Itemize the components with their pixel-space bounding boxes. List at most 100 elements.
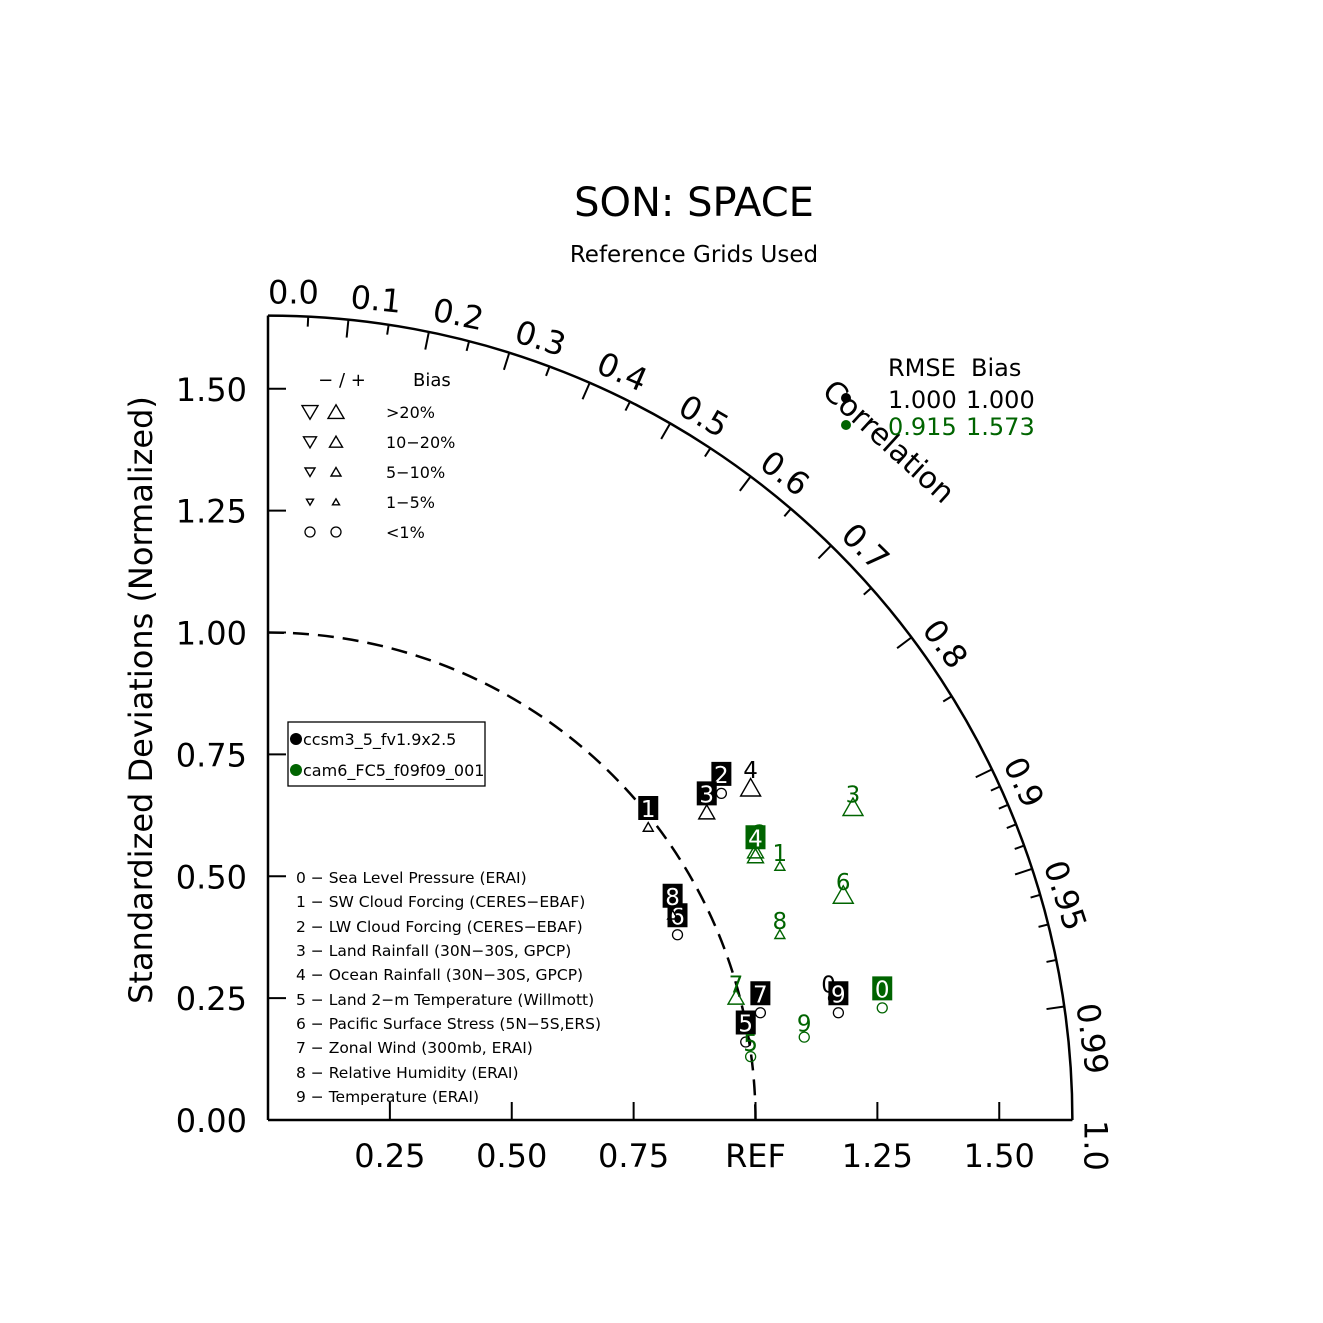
correlation-major-tick — [739, 475, 752, 492]
bias-legend-label: <1% — [386, 523, 425, 542]
point-label: 7 — [729, 973, 744, 999]
correlation-major-tick — [975, 768, 993, 779]
correlation-major-tick — [345, 319, 350, 338]
y-tick-label: 1.50 — [176, 371, 247, 409]
stats-legend-marker — [841, 420, 851, 430]
x-tick-label: REF — [725, 1137, 786, 1175]
correlation-minor-tick — [863, 587, 872, 596]
data-points: 01234567890123456789 — [638, 758, 893, 1063]
point-marker-circle — [832, 1007, 845, 1019]
point-label: 5 — [743, 1031, 758, 1057]
correlation-minor-tick — [386, 324, 390, 335]
point-label: 7 — [753, 982, 768, 1008]
correlation-label: 0.99 — [1068, 1001, 1116, 1077]
bias-legend-marker — [304, 526, 316, 538]
series-1: 0123456789 — [638, 758, 849, 1048]
correlation-label: 0.4 — [591, 344, 653, 399]
correlation-arc — [267, 314, 1074, 1121]
x-tick-label: 0.75 — [598, 1137, 669, 1175]
point-label-background — [638, 796, 659, 820]
point-marker-circle — [671, 929, 684, 941]
bias-legend-marker — [302, 436, 318, 450]
correlation-minor-tick — [545, 366, 551, 377]
bias-legend-signs: − / + — [318, 370, 366, 391]
point-label: 3 — [846, 782, 861, 808]
correlation-minor-tick — [306, 316, 310, 327]
point-marker-triangle — [746, 842, 765, 859]
bias-legend-marker — [331, 497, 341, 506]
point-marker-triangle — [739, 777, 762, 797]
bias-legend-label: >20% — [386, 403, 435, 422]
correlation-minor-tick — [1006, 823, 1017, 829]
correlation-minor-tick — [990, 785, 1001, 792]
bias-legend-marker — [329, 466, 343, 477]
point-marker-triangle — [773, 928, 787, 940]
y-tick-label: 0.75 — [176, 736, 247, 774]
stats-legend-bias: 1.573 — [966, 413, 1035, 441]
correlation-major-tick — [896, 636, 913, 649]
axes-group: 0.25 0.50 0.75 REF 1.25 1.500.000.250.500.751… — [176, 315, 1073, 1175]
correlation-label: 0.2 — [430, 291, 487, 338]
bias-legend-bias: Bias — [413, 370, 451, 391]
variable-legend-item: 3 − Land Rainfall (30N−30S, GPCP) — [296, 942, 571, 960]
correlation-label: 0.7 — [834, 516, 897, 579]
correlation-minor-tick — [624, 401, 631, 412]
point-label-background — [872, 976, 893, 1001]
point-label: 4 — [748, 826, 763, 852]
bias-legend: − / + Bias >20% 10−20% 5−10% 1−5% <1% — [300, 370, 455, 542]
point-label: 9 — [831, 982, 846, 1008]
reference-std-arc — [267, 631, 757, 1121]
point-label-background — [750, 981, 771, 1006]
point-marker-circle — [876, 1002, 888, 1014]
stats-legend-rmse: 1.000 — [888, 386, 957, 414]
correlation-major-tick — [817, 544, 832, 560]
bias-legend-marker — [330, 526, 342, 538]
variable-legend-item: 9 − Temperature (ERAI) — [296, 1088, 479, 1106]
y-tick-label: 0.25 — [176, 980, 247, 1018]
correlation-major-tick — [1014, 867, 1033, 876]
variable-legend: 0 − Sea Level Pressure (ERAI) 1 − SW Clo… — [296, 869, 601, 1106]
point-label: 6 — [670, 904, 685, 930]
variable-legend-item: 0 − Sea Level Pressure (ERAI) — [296, 869, 527, 887]
y-axis-label: Standardized Deviations (Normalized) — [122, 396, 160, 1004]
point-marker-triangle — [832, 884, 855, 904]
point-label: 5 — [738, 1012, 753, 1038]
x-tick-label: 0.50 — [476, 1137, 547, 1175]
correlation-minor-tick — [704, 447, 712, 458]
correlation-minor-tick — [465, 340, 471, 352]
case-legend-label-1: ccsm3_5_fv1.9x2.5 — [303, 730, 456, 750]
variable-legend-item: 1 − SW Cloud Forcing (CERES−EBAF) — [296, 893, 585, 911]
point-label: 3 — [699, 782, 714, 808]
correlation-label: 0.1 — [349, 278, 403, 321]
correlation-major-tick — [660, 422, 672, 440]
variable-legend-item: 4 − Ocean Rainfall (30N−30S, GPCP) — [296, 966, 583, 984]
case-legend-marker-1 — [290, 733, 302, 745]
case-legend-marker-2 — [290, 764, 302, 776]
correlation-minor-tick — [942, 695, 953, 703]
y-tick-label: 0.00 — [176, 1102, 247, 1140]
correlation-label: 0.6 — [753, 443, 817, 504]
y-tick-label: 0.50 — [176, 858, 247, 896]
correlation-major-tick — [1046, 1005, 1065, 1011]
point-label: 1 — [773, 841, 788, 867]
stats-legend-header: RMSE Bias — [888, 354, 1021, 382]
correlation-label: 0.95 — [1036, 856, 1094, 936]
point-marker-triangle — [726, 988, 746, 1005]
bias-legend-label: 5−10% — [386, 463, 445, 482]
point-label: 4 — [743, 758, 758, 784]
point-label: 6 — [836, 870, 851, 896]
point-marker-circle — [740, 1036, 752, 1048]
point-label: 0 — [875, 977, 890, 1003]
point-label: 1 — [641, 797, 656, 823]
correlation-label: 0.5 — [672, 387, 735, 445]
chart-title: SON: SPACE — [574, 180, 814, 226]
point-marker-circle — [744, 1050, 757, 1063]
point-marker-triangle — [666, 908, 679, 920]
correlation-minor-tick — [1030, 893, 1041, 899]
correlation-label: 0.0 — [268, 274, 319, 312]
correlation-major-tick — [581, 382, 591, 400]
correlation-minor-tick — [783, 508, 792, 517]
x-tick-label: 0.25 — [354, 1137, 425, 1175]
variable-legend-item: 6 − Pacific Surface Stress (5N−5S,ERS) — [296, 1015, 601, 1033]
